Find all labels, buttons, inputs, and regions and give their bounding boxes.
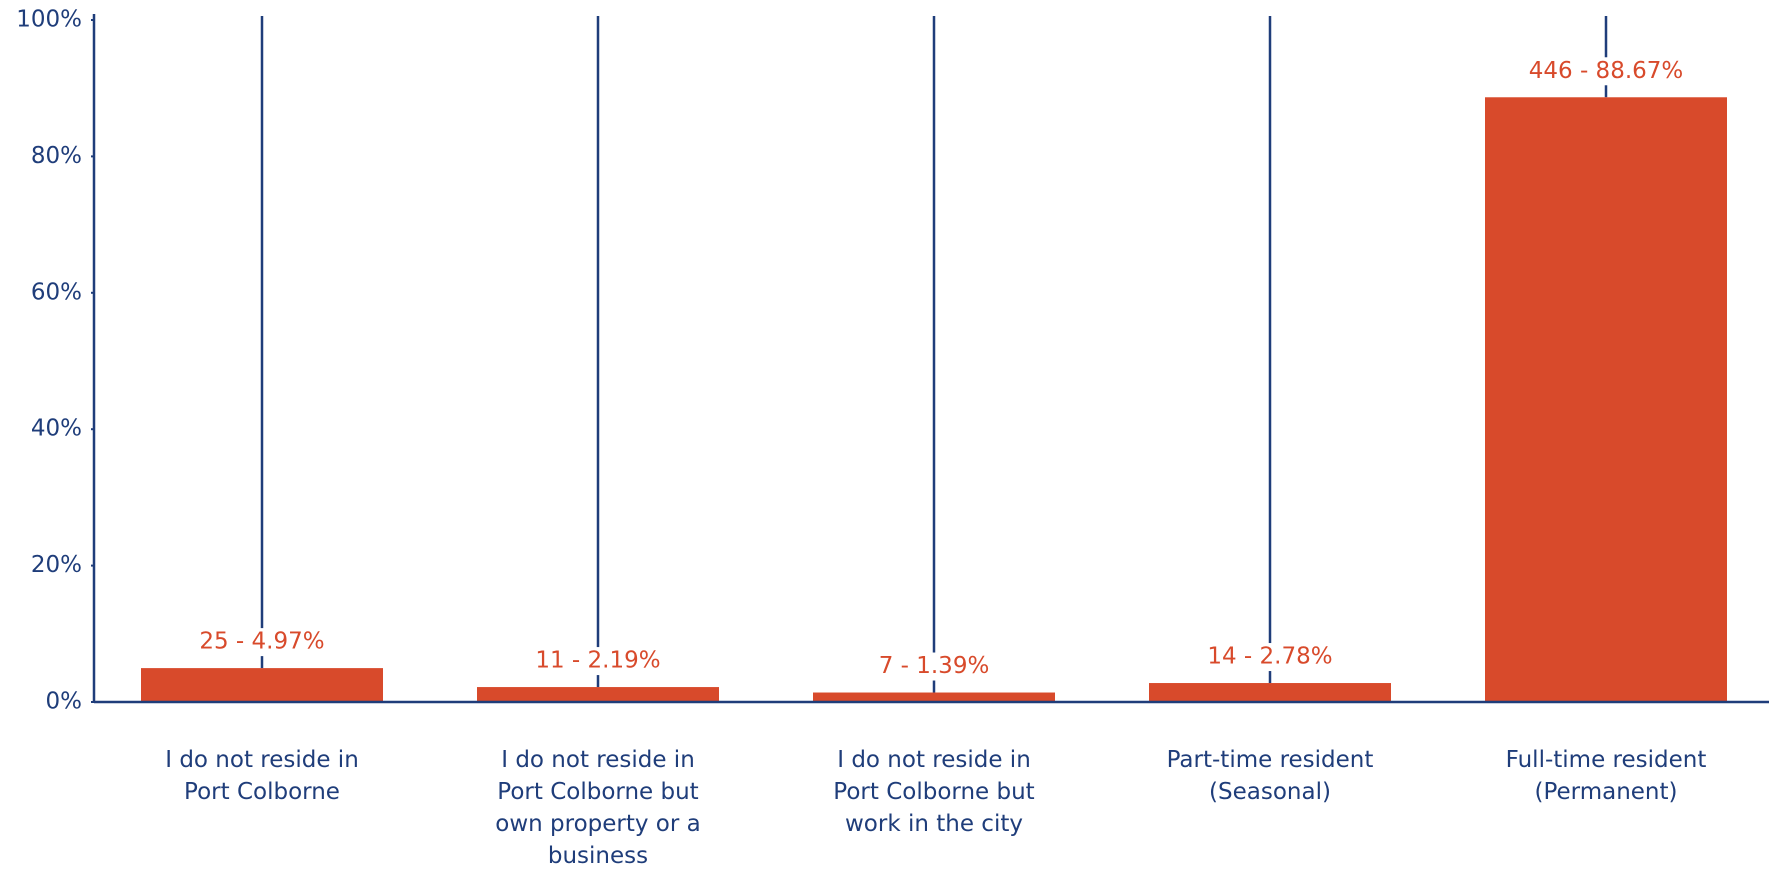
x-tick-label: Part-time resident (Seasonal) <box>1167 747 1374 805</box>
bar <box>1149 683 1391 702</box>
data-label: 25 - 4.97% <box>199 629 324 655</box>
bar <box>1485 97 1727 702</box>
x-tick-label: I do not reside in Port Colborne but work … <box>833 747 1034 837</box>
label-bg <box>1198 643 1342 672</box>
y-tick-label: 100% <box>16 7 82 33</box>
data-label: 446 - 88.67% <box>1529 58 1684 84</box>
x-tick-label: Full-time resident (Permanent) <box>1506 747 1707 805</box>
data-label: 11 - 2.19% <box>535 648 660 674</box>
label-bg <box>862 652 1006 681</box>
data-label: 7 - 1.39% <box>879 653 990 679</box>
bar <box>477 687 719 702</box>
bar <box>813 692 1055 702</box>
y-tick-label: 0% <box>46 689 83 715</box>
label-bg <box>526 647 670 676</box>
y-tick-label: 60% <box>31 279 82 305</box>
label-bg <box>190 628 334 657</box>
y-tick-label: 40% <box>31 416 82 442</box>
y-tick-label: 20% <box>31 552 82 578</box>
bar <box>141 668 383 702</box>
label-bg <box>1534 57 1678 86</box>
y-tick-label: 80% <box>31 143 82 169</box>
x-tick-label: I do not reside in Port Colborne <box>165 747 359 805</box>
data-label: 14 - 2.78% <box>1207 644 1332 670</box>
x-tick-label: I do not reside in Port Colborne but own p… <box>495 747 700 869</box>
